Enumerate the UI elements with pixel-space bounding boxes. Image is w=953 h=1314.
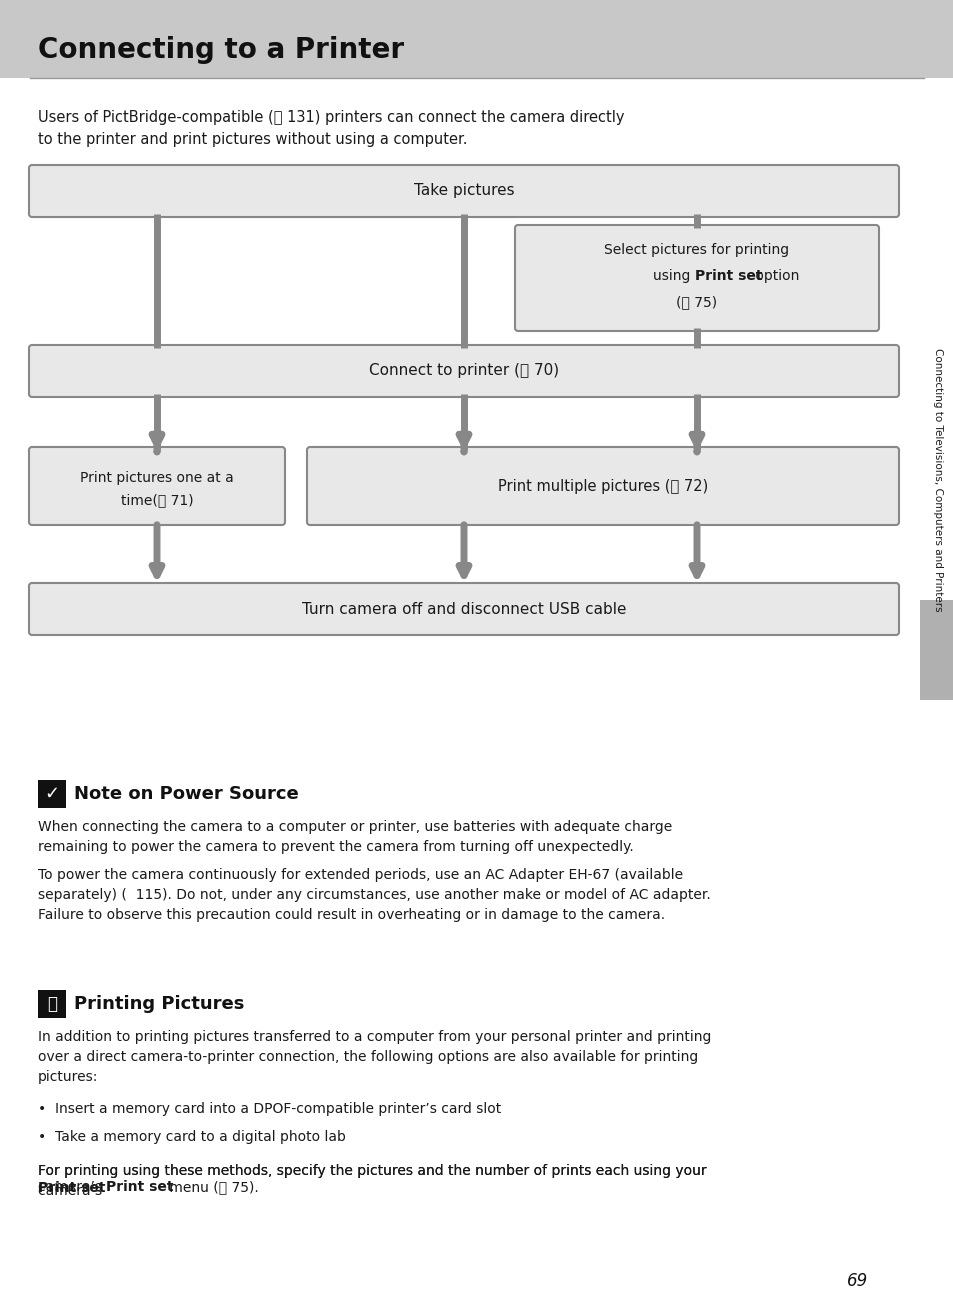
Text: Turn camera off and disconnect USB cable: Turn camera off and disconnect USB cable bbox=[301, 602, 625, 616]
Bar bbox=[919, 600, 953, 700]
Text: Print set: Print set bbox=[106, 1180, 173, 1194]
Text: Connecting to Televisions, Computers and Printers: Connecting to Televisions, Computers and… bbox=[932, 348, 942, 612]
Text: 69: 69 bbox=[846, 1272, 868, 1290]
Text: Note on Power Source: Note on Power Source bbox=[74, 784, 298, 803]
Text: Connecting to a Printer: Connecting to a Printer bbox=[38, 35, 404, 64]
Text: •  Insert a memory card into a DPOF-compatible printer’s card slot: • Insert a memory card into a DPOF-compa… bbox=[38, 1102, 500, 1116]
Text: Users of PictBridge-compatible (⧉ 131) printers can connect the camera directly
: Users of PictBridge-compatible (⧉ 131) p… bbox=[38, 110, 624, 147]
Text: •  Take a memory card to a digital photo lab: • Take a memory card to a digital photo … bbox=[38, 1130, 346, 1144]
Text: Print pictures one at a: Print pictures one at a bbox=[80, 470, 233, 485]
Text: time(⧉ 71): time(⧉ 71) bbox=[121, 493, 193, 507]
Text: For printing using these methods, specify the pictures and the number of prints : For printing using these methods, specif… bbox=[38, 1164, 706, 1198]
Bar bbox=[0, 0, 953, 78]
FancyBboxPatch shape bbox=[29, 583, 898, 635]
Text: Printing Pictures: Printing Pictures bbox=[74, 995, 244, 1013]
Text: When connecting the camera to a computer or printer, use batteries with adequate: When connecting the camera to a computer… bbox=[38, 820, 672, 854]
Text: menu (⧉ 75).: menu (⧉ 75). bbox=[165, 1180, 258, 1194]
Bar bbox=[38, 781, 66, 808]
Text: Print multiple pictures (⧉ 72): Print multiple pictures (⧉ 72) bbox=[497, 478, 707, 494]
FancyBboxPatch shape bbox=[29, 346, 898, 397]
Text: To power the camera continuously for extended periods, use an AC Adapter EH-67 (: To power the camera continuously for ext… bbox=[38, 869, 710, 922]
Text: using: using bbox=[653, 269, 695, 283]
Text: ⌕: ⌕ bbox=[47, 995, 57, 1013]
FancyBboxPatch shape bbox=[29, 447, 285, 526]
FancyBboxPatch shape bbox=[29, 166, 898, 217]
FancyBboxPatch shape bbox=[307, 447, 898, 526]
Text: In addition to printing pictures transferred to a computer from your personal pr: In addition to printing pictures transfe… bbox=[38, 1030, 711, 1084]
Bar bbox=[38, 989, 66, 1018]
Text: Connect to printer (⧉ 70): Connect to printer (⧉ 70) bbox=[369, 364, 558, 378]
Text: For printing using these methods, specify the pictures and the number of prints : For printing using these methods, specif… bbox=[38, 1164, 706, 1177]
Text: Print set: Print set bbox=[38, 1181, 106, 1194]
Text: Print set: Print set bbox=[695, 269, 761, 283]
Text: Select pictures for printing: Select pictures for printing bbox=[604, 243, 789, 258]
Text: option: option bbox=[750, 269, 799, 283]
Text: (⧉ 75): (⧉ 75) bbox=[676, 296, 717, 309]
Text: ✓: ✓ bbox=[45, 784, 59, 803]
Text: camera’s: camera’s bbox=[38, 1180, 107, 1194]
Text: Take pictures: Take pictures bbox=[414, 184, 514, 198]
FancyBboxPatch shape bbox=[515, 225, 878, 331]
